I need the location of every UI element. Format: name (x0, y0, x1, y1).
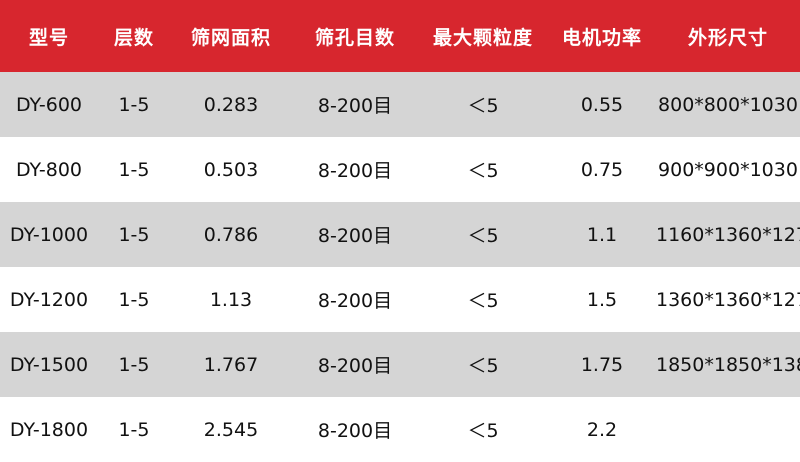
cell-mesh-count: 8-200目 (317, 420, 393, 442)
cell-max-particle-size: ＜5 (467, 355, 499, 377)
cell-model: DY-1800 (9, 418, 89, 441)
cell-layers: 1-5 (118, 418, 150, 441)
cell-max-particle-size: ＜5 (467, 290, 499, 312)
cell-screen-area: 0.503 (203, 158, 259, 181)
cell-model: DY-1500 (9, 353, 89, 376)
cell-dimensions: 1160*1360*1275 (656, 223, 800, 246)
table-header-row: 型号 层数 筛网面积 筛孔目数 最大颗粒度 电机功率 外形尺寸 (0, 0, 800, 72)
cell-mesh-count: 8-200目 (317, 355, 393, 377)
cell-motor-power: 1.5 (586, 288, 618, 311)
cell-motor-power: 1.1 (586, 223, 618, 246)
cell-max-particle-size: ＜5 (467, 420, 499, 442)
cell-motor-power: 0.75 (580, 158, 624, 181)
table-row: DY-1000 1-5 0.786 8-200目 ＜5 1.1 1160*136… (0, 202, 800, 267)
cell-screen-area: 2.545 (203, 418, 259, 441)
cell-max-particle-size: ＜5 (467, 225, 499, 247)
cell-screen-area: 0.283 (203, 93, 259, 116)
column-header-max-particle-size: 最大颗粒度 (432, 26, 533, 49)
cell-mesh-count: 8-200目 (317, 95, 393, 117)
cell-model: DY-600 (15, 93, 83, 116)
column-header-model: 型号 (28, 26, 69, 49)
cell-dimensions: 1850*1850*1380 (656, 353, 800, 376)
table-header: 型号 层数 筛网面积 筛孔目数 最大颗粒度 电机功率 外形尺寸 (0, 0, 800, 72)
cell-layers: 1-5 (118, 158, 150, 181)
cell-screen-area: 1.767 (203, 353, 259, 376)
column-header-dimensions: 外形尺寸 (687, 26, 768, 49)
table-row: DY-1200 1-5 1.13 8-200目 ＜5 1.5 1360*1360… (0, 267, 800, 332)
cell-screen-area: 0.786 (203, 223, 259, 246)
cell-layers: 1-5 (118, 288, 150, 311)
column-header-layers: 层数 (113, 26, 154, 49)
table-row: DY-1800 1-5 2.545 8-200目 ＜5 2.2 (0, 397, 800, 462)
column-header-motor-power: 电机功率 (561, 26, 642, 49)
cell-layers: 1-5 (118, 223, 150, 246)
table-row: DY-600 1-5 0.283 8-200目 ＜5 0.55 800*800*… (0, 72, 800, 137)
table-row: DY-1500 1-5 1.767 8-200目 ＜5 1.75 1850*18… (0, 332, 800, 397)
cell-model: DY-1000 (9, 223, 89, 246)
cell-max-particle-size: ＜5 (467, 95, 499, 117)
cell-screen-area: 1.13 (209, 288, 253, 311)
cell-motor-power: 0.55 (580, 93, 624, 116)
cell-mesh-count: 8-200目 (317, 290, 393, 312)
cell-motor-power: 2.2 (586, 418, 618, 441)
table-body: DY-600 1-5 0.283 8-200目 ＜5 0.55 800*800*… (0, 72, 800, 462)
cell-dimensions (656, 397, 800, 462)
cell-motor-power: 1.75 (580, 353, 624, 376)
cell-dimensions: 800*800*1030 (658, 93, 798, 116)
cell-mesh-count: 8-200目 (317, 225, 393, 247)
cell-dimensions: 900*900*1030 (658, 158, 798, 181)
table-row: DY-800 1-5 0.503 8-200目 ＜5 0.75 900*900*… (0, 137, 800, 202)
cell-mesh-count: 8-200目 (317, 160, 393, 182)
cell-max-particle-size: ＜5 (467, 160, 499, 182)
column-header-mesh-count: 筛孔目数 (314, 26, 395, 49)
column-header-screen-area: 筛网面积 (190, 26, 271, 49)
cell-layers: 1-5 (118, 93, 150, 116)
cell-model: DY-800 (15, 158, 83, 181)
cell-model: DY-1200 (9, 288, 89, 311)
cell-layers: 1-5 (118, 353, 150, 376)
cell-dimensions: 1360*1360*1275 (656, 288, 800, 311)
